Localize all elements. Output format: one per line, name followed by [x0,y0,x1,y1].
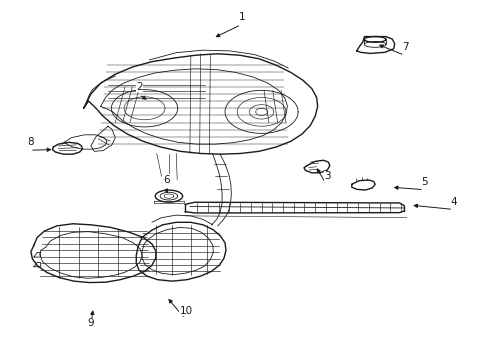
Text: 8: 8 [27,138,34,147]
Text: 5: 5 [421,177,427,187]
Text: 7: 7 [401,42,408,52]
Text: 4: 4 [450,197,457,207]
Text: 9: 9 [87,319,94,328]
Text: 6: 6 [163,175,169,185]
Text: 1: 1 [238,12,245,22]
Text: 10: 10 [179,306,192,316]
Text: 2: 2 [136,82,142,92]
Text: 3: 3 [324,171,330,181]
